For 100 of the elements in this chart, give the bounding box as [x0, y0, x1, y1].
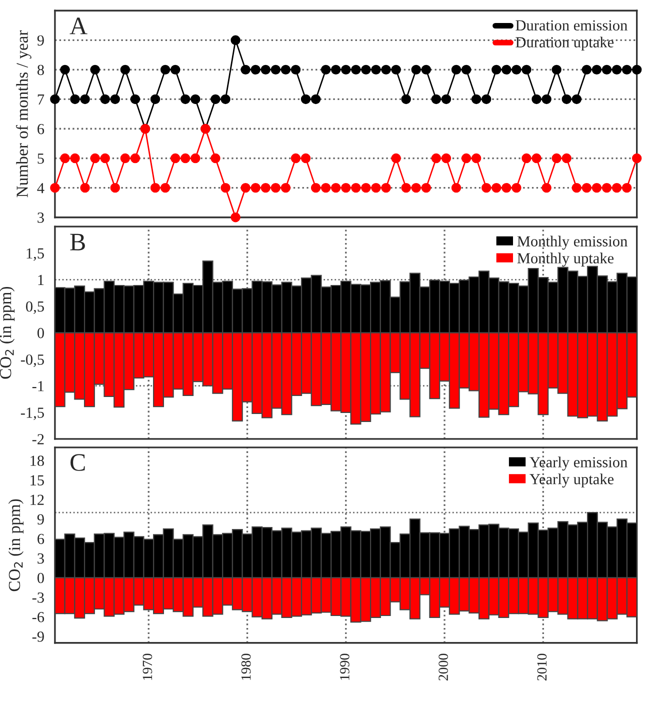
point: [582, 182, 592, 193]
point: [110, 94, 120, 104]
point: [542, 94, 552, 104]
point: [310, 94, 321, 104]
point: [612, 182, 622, 193]
point: [572, 182, 582, 193]
point: [250, 64, 260, 75]
point: [80, 182, 90, 193]
point: [612, 64, 622, 75]
y-tick-label: 18: [30, 456, 44, 466]
point: [180, 153, 190, 164]
y-tick-label: -1,5: [20, 408, 44, 420]
point: [100, 94, 110, 104]
point: [451, 64, 462, 75]
y-tick-label: 1: [38, 274, 44, 285]
legend-label: Duration emission: [516, 20, 628, 31]
point: [230, 212, 240, 222]
point: [90, 64, 100, 75]
point: [471, 153, 482, 164]
point: [351, 64, 361, 75]
point: [351, 182, 361, 193]
point: [290, 153, 301, 164]
point: [80, 94, 90, 104]
point: [602, 64, 612, 75]
point: [461, 153, 472, 164]
point: [512, 182, 522, 193]
point: [371, 182, 381, 193]
point: [160, 64, 170, 75]
point: [70, 153, 80, 164]
point: [70, 94, 80, 104]
legend-label: Duration uptake: [516, 36, 614, 51]
y-tick-label: 0: [37, 328, 44, 338]
point: [421, 64, 432, 75]
y-axis-title: CO$_{2}$ (in ppm): [8, 499, 24, 592]
point: [60, 153, 70, 164]
point: [341, 64, 351, 75]
point: [622, 182, 632, 193]
point: [270, 64, 281, 75]
point: [240, 182, 250, 193]
annotation: A: [70, 18, 88, 34]
point: [210, 153, 220, 164]
point: [230, 35, 240, 46]
point: [512, 64, 522, 75]
point: [391, 153, 401, 164]
point: [602, 182, 612, 193]
point: [492, 64, 502, 75]
x-tick-label: 1990: [340, 654, 350, 680]
point: [391, 64, 401, 75]
point: [270, 182, 281, 193]
y-tick-label: -6: [32, 612, 44, 622]
point: [190, 153, 200, 164]
point: [331, 64, 341, 75]
point: [522, 64, 532, 75]
point: [300, 153, 311, 164]
annotation: B: [70, 234, 85, 250]
point: [361, 182, 371, 193]
point: [371, 64, 381, 75]
point: [572, 94, 582, 104]
point: [622, 64, 632, 75]
point: [592, 64, 602, 75]
point: [110, 182, 120, 193]
point: [411, 64, 421, 75]
point: [411, 182, 421, 193]
point: [260, 64, 270, 75]
point: [582, 64, 592, 75]
point: [361, 64, 371, 75]
x-tick-label: 1980: [241, 654, 251, 680]
point: [381, 182, 391, 193]
y-tick-label: 8: [37, 64, 44, 76]
point: [160, 182, 170, 193]
point: [170, 64, 180, 75]
point: [310, 182, 321, 193]
point: [320, 64, 331, 75]
point: [280, 182, 291, 193]
point: [542, 182, 552, 193]
point: [170, 153, 180, 164]
y-tick-label: 9: [37, 35, 44, 46]
point: [250, 182, 260, 193]
point: [150, 182, 160, 193]
point: [50, 94, 60, 104]
y-tick-label: 0,5: [26, 301, 44, 314]
point: [481, 94, 492, 104]
point: [300, 94, 311, 104]
point: [341, 182, 351, 193]
y-tick-label: 6: [38, 534, 44, 544]
legend-label: Monthly uptake: [517, 252, 614, 267]
point: [492, 182, 502, 193]
point: [320, 182, 331, 193]
y-tick-label: 7: [38, 94, 44, 105]
point: [220, 182, 230, 193]
y-tick-label: 4: [37, 183, 44, 194]
point: [532, 153, 542, 164]
point: [401, 94, 411, 104]
y-tick-label: 1,5: [26, 248, 44, 261]
annotation: C: [70, 454, 85, 471]
point: [240, 64, 250, 75]
y-tick-label: -0,5: [20, 354, 44, 367]
point: [431, 153, 442, 164]
point: [150, 94, 160, 104]
point: [592, 182, 602, 193]
